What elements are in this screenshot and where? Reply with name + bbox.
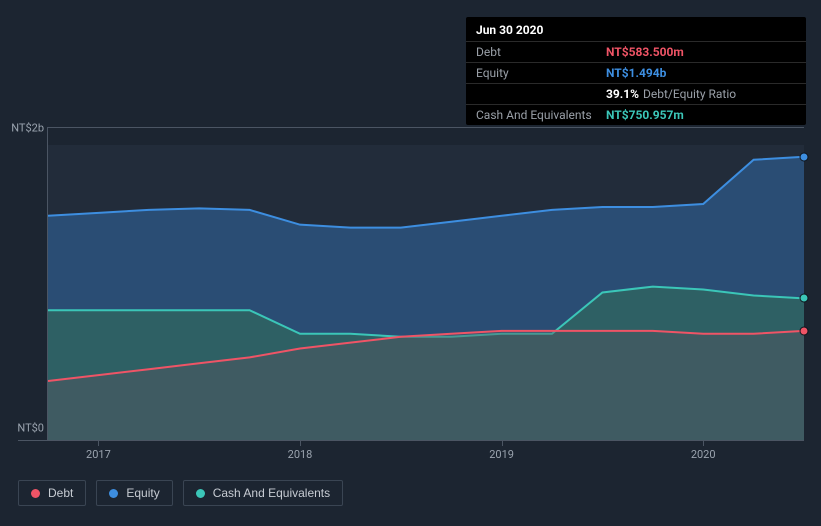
tooltip-value: NT$750.957m xyxy=(606,108,684,122)
tooltip-value: 39.1%Debt/Equity Ratio xyxy=(606,87,736,101)
legend-item-cash[interactable]: Cash And Equivalents xyxy=(183,480,343,506)
tooltip-value: NT$1.494b xyxy=(606,66,666,80)
y-tick-label: NT$2b xyxy=(11,122,44,135)
legend-label: Debt xyxy=(48,486,73,500)
legend: Debt Equity Cash And Equivalents xyxy=(18,480,343,506)
x-tick-label: 2017 xyxy=(86,448,111,461)
y-tick-label: NT$0 xyxy=(17,422,44,435)
x-tick xyxy=(300,440,301,446)
legend-label: Cash And Equivalents xyxy=(213,486,330,500)
tooltip-row: 39.1%Debt/Equity Ratio xyxy=(466,83,806,104)
tooltip-row: DebtNT$583.500m xyxy=(466,41,806,62)
x-tick-label: 2019 xyxy=(489,448,514,461)
x-tick xyxy=(703,440,704,446)
tooltip-row: EquityNT$1.494b xyxy=(466,62,806,83)
x-axis-line xyxy=(18,440,804,441)
tooltip-label: Debt xyxy=(476,45,606,59)
x-tick xyxy=(98,440,99,446)
legend-swatch xyxy=(109,489,118,498)
chart-plot[interactable] xyxy=(48,145,804,440)
x-tick xyxy=(502,440,503,446)
legend-label: Equity xyxy=(126,486,159,500)
tooltip-title: Jun 30 2020 xyxy=(466,17,806,41)
tooltip-label: Equity xyxy=(476,66,606,80)
hover-tooltip: Jun 30 2020DebtNT$583.500mEquityNT$1.494… xyxy=(466,17,806,125)
legend-swatch xyxy=(196,489,205,498)
legend-item-debt[interactable]: Debt xyxy=(18,480,86,506)
tooltip-label: Cash And Equivalents xyxy=(476,108,606,122)
x-tick-label: 2020 xyxy=(691,448,716,461)
legend-item-equity[interactable]: Equity xyxy=(96,480,172,506)
tooltip-suffix: Debt/Equity Ratio xyxy=(643,87,736,101)
y-axis-line xyxy=(47,127,48,440)
x-tick-label: 2018 xyxy=(288,448,313,461)
y-axis-top-line xyxy=(47,127,804,128)
legend-swatch xyxy=(31,489,40,498)
tooltip-row: Cash And EquivalentsNT$750.957m xyxy=(466,104,806,125)
chart-container: NT$0NT$2b2017201820192020Jun 30 2020Debt… xyxy=(0,0,821,526)
tooltip-label xyxy=(476,87,606,101)
tooltip-value: NT$583.500m xyxy=(606,45,684,59)
